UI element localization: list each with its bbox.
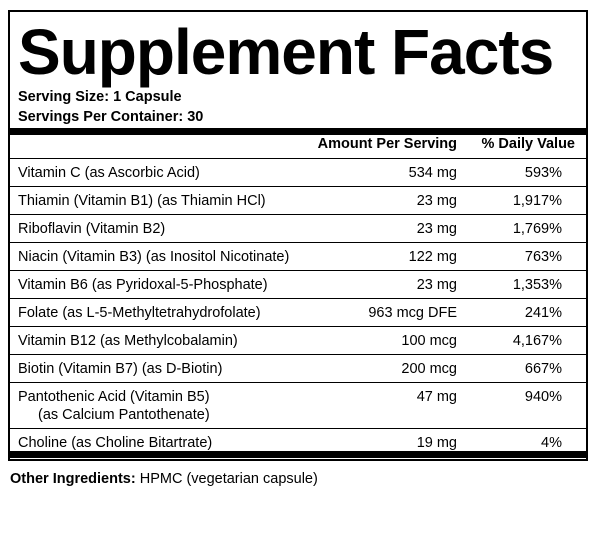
nutrient-amount: 963 mcg DFE (368, 305, 457, 321)
nutrient-amount: 23 mg (416, 221, 457, 237)
nutrient-daily-value: 4% (541, 435, 562, 451)
nutrient-row: Riboflavin (Vitamin B2) 23 mg 1,769% (10, 214, 586, 242)
nutrient-row: Pantothenic Acid (Vitamin B5) (as Calciu… (10, 382, 586, 428)
nutrient-name: Vitamin C (as Ascorbic Acid) (18, 165, 200, 181)
thick-divider-top (10, 128, 586, 135)
nutrient-row: Vitamin B12 (as Methylcobalamin) 100 mcg… (10, 326, 586, 354)
nutrient-name: Choline (as Choline Bitartrate) (18, 435, 213, 451)
nutrient-amount: 100 mcg (401, 333, 457, 349)
nutrient-name: Vitamin B12 (as Methylcobalamin) (18, 333, 238, 349)
nutrient-amount: 122 mg (408, 249, 457, 265)
thick-divider-bottom (10, 451, 586, 458)
nutrient-row: Choline (as Choline Bitartrate) 19 mg 4% (10, 428, 586, 456)
nutrient-daily-value: 241% (524, 305, 562, 321)
nutrient-daily-value: 4,167% (512, 333, 562, 349)
nutrient-row: Biotin (Vitamin B7) (as D-Biotin) 200 mc… (10, 354, 586, 382)
nutrient-daily-value: 1,917% (512, 193, 562, 209)
other-ingredients: Other Ingredients: HPMC (vegetarian caps… (10, 470, 318, 488)
nutrient-amount: 23 mg (416, 193, 457, 209)
nutrient-row: Vitamin C (as Ascorbic Acid) 534 mg 593% (10, 158, 586, 186)
nutrient-table: Vitamin C (as Ascorbic Acid) 534 mg 593%… (10, 158, 586, 456)
supplement-facts-panel: Supplement Facts Serving Size: 1 Capsule… (8, 10, 588, 461)
nutrient-daily-value: 763% (524, 249, 562, 265)
nutrient-name: Folate (as L-5-Methyltetrahydrofolate) (18, 305, 261, 321)
nutrient-amount: 19 mg (416, 435, 457, 451)
nutrient-amount: 47 mg (416, 389, 457, 405)
nutrient-name: Biotin (Vitamin B7) (as D-Biotin) (18, 361, 223, 377)
amount-per-serving-header: Amount Per Serving (317, 136, 457, 152)
servings-per-container: Servings Per Container: 30 (18, 109, 204, 125)
nutrient-name-line2: (as Calcium Pantothenate) (38, 407, 210, 423)
nutrient-daily-value: 1,353% (512, 277, 562, 293)
other-ingredients-value: HPMC (vegetarian capsule) (139, 471, 318, 487)
nutrient-row: Thiamin (Vitamin B1) (as Thiamin HCl) 23… (10, 186, 586, 214)
nutrient-row: Folate (as L-5-Methyltetrahydrofolate) 9… (10, 298, 586, 326)
nutrient-name: Vitamin B6 (as Pyridoxal-5-Phosphate) (18, 277, 268, 293)
nutrient-daily-value: 593% (524, 165, 562, 181)
nutrient-daily-value: 940% (524, 389, 562, 405)
nutrient-amount: 23 mg (416, 277, 457, 293)
nutrient-name: Niacin (Vitamin B3) (as Inositol Nicotin… (18, 249, 290, 265)
nutrient-amount: 200 mcg (401, 361, 457, 377)
daily-value-header: % Daily Value (481, 136, 576, 152)
nutrient-row: Vitamin B6 (as Pyridoxal-5-Phosphate) 23… (10, 270, 586, 298)
nutrient-amount: 534 mg (408, 165, 457, 181)
serving-size: Serving Size: 1 Capsule (18, 89, 182, 105)
nutrient-daily-value: 1,769% (512, 221, 562, 237)
nutrient-name: Pantothenic Acid (Vitamin B5) (18, 389, 210, 405)
nutrient-row: Niacin (Vitamin B3) (as Inositol Nicotin… (10, 242, 586, 270)
nutrient-daily-value: 667% (524, 361, 562, 377)
nutrient-name: Riboflavin (Vitamin B2) (18, 221, 166, 237)
panel-title: Supplement Facts (18, 16, 554, 88)
nutrient-name: Thiamin (Vitamin B1) (as Thiamin HCl) (18, 193, 266, 209)
other-ingredients-label: Other Ingredients: (10, 471, 136, 487)
